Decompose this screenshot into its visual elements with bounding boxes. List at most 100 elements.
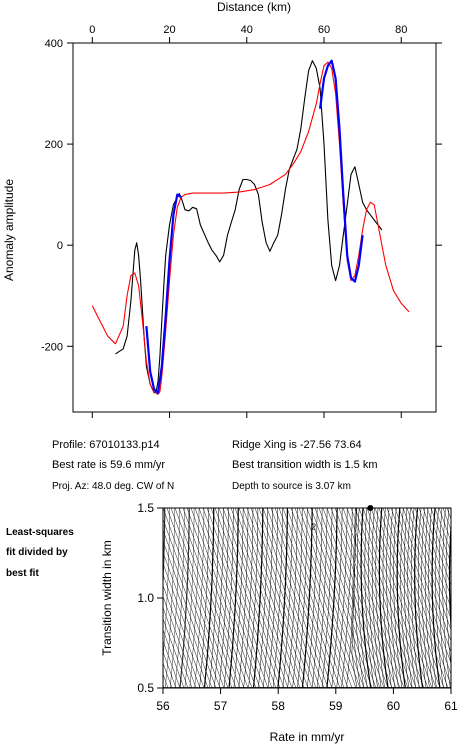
contour-x-tick-label: 61 — [444, 699, 458, 713]
misfit-contour-line — [186, 508, 253, 688]
profile-series-model — [91, 61, 410, 395]
contour-y-tick-label: 0.5 — [137, 681, 154, 695]
misfit-contour-line — [250, 508, 317, 688]
misfit-contour-line — [163, 562, 209, 688]
misfit-contour-line — [163, 607, 193, 688]
profile-y-tick-label: 400 — [45, 38, 63, 50]
misfit-contour-line — [426, 508, 451, 576]
misfit-contour-line — [266, 508, 333, 688]
contour-side-note: Least-squares fit divided by best fit — [6, 527, 74, 579]
misfit-contour-line — [290, 508, 357, 688]
misfit-contour-line — [394, 508, 451, 664]
misfit-contour-line — [258, 508, 325, 688]
misfit-contour-line — [258, 508, 420, 688]
misfit-contour-line — [298, 508, 365, 688]
misfit-contour-line — [459, 508, 467, 688]
misfit-contour-line — [362, 508, 429, 688]
misfit-contour-line — [262, 508, 416, 688]
misfit-contour-line — [254, 508, 321, 688]
profile-x-tick-label: 60 — [318, 24, 330, 36]
misfit-contour-line — [163, 540, 217, 688]
profile-y-axis-label: Anomaly amplitude — [2, 179, 16, 281]
misfit-contour-line — [203, 508, 451, 688]
misfit-contour-line — [163, 640, 181, 688]
misfit-contour-line — [178, 508, 245, 688]
misfit-contour-line — [238, 508, 434, 688]
misfit-contour-line — [218, 508, 448, 688]
profile-x-tick-label: 0 — [89, 24, 95, 36]
misfit-contours — [163, 508, 467, 688]
profile-series-fit-window — [319, 59, 364, 283]
misfit-contour-line — [163, 687, 451, 688]
contour-y-axis-label: Transition width in km — [100, 540, 114, 656]
misfit-contour-line — [336, 508, 365, 688]
misfit-contour-line — [330, 508, 397, 688]
misfit-contour-line — [169, 508, 451, 688]
misfit-contour-line — [242, 508, 309, 688]
contour-x-tick-label: 58 — [272, 699, 286, 713]
misfit-contour-line — [165, 508, 451, 688]
misfit-contour-line — [262, 508, 329, 688]
profile-chart: Distance (km) Anomaly amplitude 0 20 40 60 8… — [2, 0, 442, 418]
ridge-crossing-text: Ridge Xing is -27.56 73.64 — [232, 439, 362, 451]
misfit-contour-line — [243, 508, 430, 688]
profile-x-tick-label: 80 — [395, 24, 407, 36]
misfit-contour-line — [331, 508, 368, 688]
best-fit-marker — [367, 505, 374, 511]
profile-y-ticks: -200 0 200 400 — [41, 38, 442, 353]
misfit-contour-line — [307, 508, 385, 688]
side-note-line-1: Least-squares — [6, 527, 74, 538]
misfit-contour-line — [301, 508, 389, 688]
misfit-contour-line — [198, 508, 265, 688]
profile-y-tick-label: 200 — [45, 139, 63, 151]
misfit-contour-line — [297, 508, 392, 688]
misfit-contour-line — [210, 508, 277, 688]
misfit-contour-line — [430, 508, 451, 565]
misfit-contour-line — [422, 508, 451, 587]
misfit-contour-line — [190, 508, 257, 688]
misfit-contour-line — [390, 508, 451, 675]
contour-x-tick-label: 57 — [214, 699, 228, 713]
misfit-contour-line — [163, 584, 201, 688]
misfit-contour-line — [230, 508, 297, 688]
misfit-contour-line — [350, 508, 417, 688]
misfit-contour-line — [214, 508, 281, 688]
misfit-contour-line — [286, 508, 353, 688]
contour-y-ticks: 0.5 1.0 1.5 — [137, 501, 163, 695]
misfit-contour-line — [234, 508, 301, 688]
misfit-contour-line — [326, 508, 393, 688]
misfit-contour-line — [238, 508, 305, 688]
misfit-contour-chart: 2 56 57 58 59 60 61 0.5 1.0 1.5 Rate in mm/yr T… — [100, 501, 467, 744]
best-rate-text: Best rate is 59.6 mm/yr — [52, 459, 165, 471]
side-note-line-2: fit divided by — [6, 547, 68, 558]
misfit-contour-line — [163, 687, 451, 688]
profile-y-tick-label: -200 — [41, 341, 63, 353]
misfit-contour-line — [218, 508, 285, 688]
misfit-contour-line — [334, 508, 401, 688]
misfit-contour-line — [455, 508, 467, 688]
misfit-contour-line — [206, 508, 273, 688]
misfit-contour-line — [270, 508, 337, 688]
misfit-contour-line — [189, 508, 451, 688]
misfit-contour-line — [450, 508, 451, 509]
contour-x-tick-label: 60 — [387, 699, 401, 713]
misfit-contour-line — [282, 508, 349, 688]
misfit-contour-line — [163, 508, 451, 688]
contour-x-tick-label: 59 — [329, 699, 343, 713]
contour-x-tick-label: 56 — [156, 699, 170, 713]
profile-name-text: Profile: 67010133.p14 — [52, 439, 160, 451]
misfit-contour-line — [163, 551, 213, 688]
misfit-contour-line — [310, 508, 377, 688]
misfit-contour-line — [366, 508, 433, 688]
misfit-contour-line — [182, 508, 249, 688]
misfit-contour-line — [294, 508, 361, 688]
misfit-contour-line — [434, 508, 451, 553]
misfit-contour-line — [358, 508, 425, 688]
misfit-contour-line — [311, 508, 382, 688]
misfit-contour-line — [252, 508, 424, 688]
misfit-contour-line — [374, 508, 441, 688]
misfit-contour-line — [406, 508, 451, 631]
misfit-contour-line — [194, 508, 261, 688]
misfit-contour-line — [199, 508, 451, 688]
